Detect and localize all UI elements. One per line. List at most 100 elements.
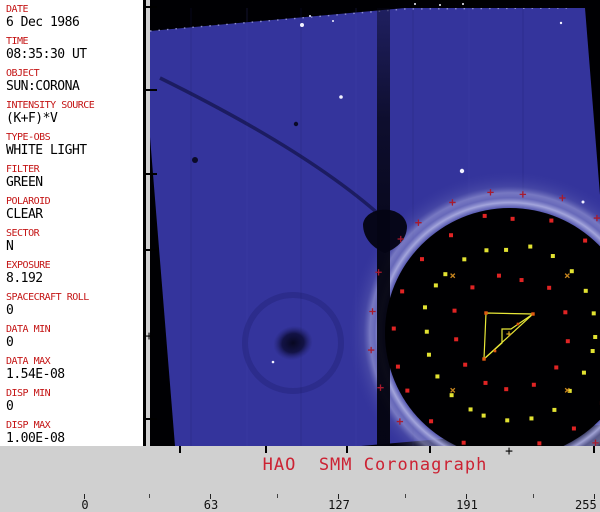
- yellow-dot-ring-marker: [422, 305, 427, 310]
- annotation-vertex-marker: [482, 357, 486, 361]
- yellow-dot-ring-marker: [583, 288, 588, 293]
- top-clip-strip: [150, 0, 600, 8]
- metadata-item-exposure: EXPOSURE 8.192: [6, 259, 143, 285]
- outer-dot-ring-marker: [400, 289, 405, 294]
- caption-title: HAO SMM Coronagraph: [262, 455, 488, 475]
- coronagraph-image-area[interactable]: [150, 0, 600, 446]
- yellow-dot-ring-marker: [481, 413, 486, 418]
- inner-dot-ring-marker: [470, 285, 475, 290]
- colorbar-tick-label: 0: [81, 498, 89, 512]
- outer-dot-ring-marker: [583, 238, 588, 243]
- sector-annotation: [482, 311, 535, 361]
- outer-dot-ring-marker: [419, 257, 424, 262]
- yellow-dot-ring-marker: [424, 329, 429, 334]
- annotation-vertex-marker: [484, 311, 488, 315]
- outer-plus-ring-marker: [377, 384, 384, 391]
- white-speck: [309, 15, 311, 17]
- bottom-axis-tick: [179, 446, 181, 453]
- yellow-dot-ring-marker: [468, 407, 473, 412]
- outer-dot-ring-marker: [571, 426, 576, 431]
- yellow-dot-ring-marker: [426, 352, 431, 357]
- colorbar-major-tick: [210, 494, 211, 499]
- yellow-dot-ring-marker: [591, 311, 596, 316]
- dust-smudge: [273, 325, 313, 361]
- metadata-value: N: [6, 239, 14, 254]
- metadata-label: OBJECT: [6, 68, 40, 79]
- top-edge-glint: [150, 7, 571, 32]
- outer-plus-ring-marker: [592, 439, 599, 446]
- bottom-axis-tick: [429, 446, 431, 453]
- yellow-dot-ring-marker: [433, 283, 438, 288]
- metadata-item-filter: FILTER GREEN: [6, 163, 143, 189]
- metadata-item-object: OBJECT SUN:CORONA: [6, 67, 143, 93]
- metadata-value: (K+F)*V: [6, 111, 58, 126]
- colorbar-tick-label: 63: [203, 498, 219, 512]
- colorbar-major-tick: [594, 494, 595, 499]
- metadata-item-type-obs: TYPE-OBS WHITE LIGHT: [6, 131, 143, 157]
- outer-dot-ring-marker: [549, 218, 554, 223]
- outer-dot-ring-marker: [537, 441, 542, 446]
- dark-streak: [159, 76, 385, 220]
- yellow-dot-ring-marker: [552, 407, 557, 412]
- yellow-dot-ring-marker: [567, 388, 572, 393]
- metadata-value: 0: [6, 399, 14, 414]
- colorbar: [85, 478, 597, 493]
- left-axis-center-plus: +: [145, 329, 153, 344]
- metadata-value: 6 Dec 1986: [6, 15, 80, 30]
- white-speck: [462, 3, 464, 5]
- metadata-item-data-min: DATA MIN 0: [6, 323, 143, 349]
- inner-dot-ring-marker: [563, 310, 568, 315]
- inner-dot-ring-marker: [531, 382, 536, 387]
- annotation-vertex-marker: [531, 312, 535, 316]
- colorbar-major-tick: [84, 494, 85, 499]
- inner-dot-ring-marker: [463, 362, 468, 367]
- colorbar-minor-tick: [533, 494, 534, 498]
- metadata-label: FILTER: [6, 164, 40, 175]
- diagonal-x-marker: [564, 273, 570, 279]
- inner-dot-ring-marker: [554, 365, 559, 370]
- metadata-value: 0: [6, 303, 14, 318]
- outer-plus-ring-marker: [369, 308, 376, 315]
- outer-plus-ring-marker: [487, 189, 494, 196]
- metadata-item-spacecraft-roll: SPACECRAFT ROLL 0: [6, 291, 143, 317]
- outer-plus-ring-marker: [519, 191, 527, 198]
- metadata-value: 1.54E-08: [6, 367, 65, 382]
- yellow-dot-ring-marker: [443, 272, 448, 277]
- dark-speck: [192, 157, 198, 163]
- yellow-dot-ring-marker: [449, 393, 454, 398]
- fiducial-markers: [367, 189, 600, 446]
- annotation-edge-marker: [516, 322, 520, 326]
- yellow-dot-ring-marker: [528, 244, 533, 249]
- metadata-item-disp-min: DISP MIN 0: [6, 387, 143, 413]
- left-axis-tick: [143, 173, 157, 175]
- metadata-value: 0: [6, 335, 14, 350]
- colorbar-tick-label: 127: [328, 498, 350, 512]
- outer-dot-ring-marker: [395, 364, 400, 369]
- colorbar-minor-tick: [405, 494, 406, 498]
- metadata-label: DISP MIN: [6, 388, 51, 399]
- metadata-label: DISP MAX: [6, 420, 51, 431]
- white-speck: [439, 4, 441, 6]
- metadata-label: DATA MIN: [6, 324, 51, 335]
- left-axis-tick: [143, 89, 157, 91]
- metadata-label: TIME: [6, 36, 29, 47]
- diagonal-x-marker: [450, 273, 456, 279]
- outer-plus-ring-marker: [415, 219, 422, 226]
- coronagraph-scene: [150, 0, 600, 446]
- metadata-label: TYPE-OBS: [6, 132, 51, 143]
- outer-dot-ring-marker: [510, 216, 515, 221]
- yellow-dot-ring-marker: [462, 257, 467, 262]
- bottom-axis-tick: [265, 446, 267, 453]
- yellow-dot-ring-marker: [590, 349, 595, 354]
- metadata-label: DATE: [6, 4, 29, 15]
- metadata-value: GREEN: [6, 175, 43, 190]
- metadata-value: 08:35:30 UT: [6, 47, 87, 62]
- yellow-dot-ring-marker: [484, 248, 489, 253]
- metadata-item-data-max: DATA MAX 1.54E-08: [6, 355, 143, 381]
- white-speck: [332, 20, 334, 22]
- metadata-value: 1.00E-08: [6, 431, 65, 446]
- colorbar-major-tick: [466, 494, 467, 499]
- outer-plus-ring-marker: [396, 418, 404, 425]
- diagonal-x-marker: [450, 387, 456, 393]
- outer-dot-ring-marker: [482, 213, 487, 218]
